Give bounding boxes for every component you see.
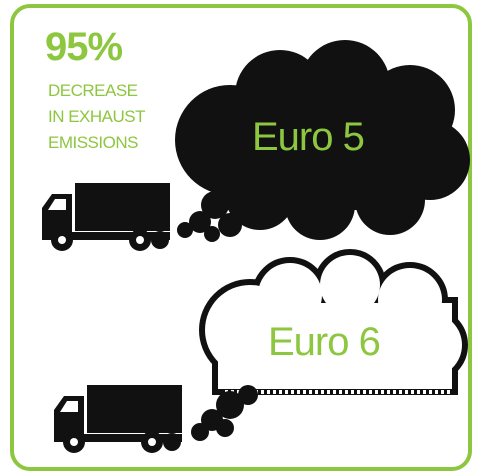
headline-line: DECREASE <box>48 81 138 100</box>
headline-line: EMISSIONS <box>48 133 138 152</box>
smoke-2 <box>191 385 258 441</box>
cloud-label: Euro 6 <box>268 320 380 364</box>
infographic: 95% DECREASE IN EXHAUST EMISSIONS Euro 5… <box>0 0 482 475</box>
cloud-label: Euro 5 <box>252 115 364 159</box>
headline-figure: 95% <box>45 25 122 69</box>
headline-line: IN EXHAUST <box>48 107 145 126</box>
